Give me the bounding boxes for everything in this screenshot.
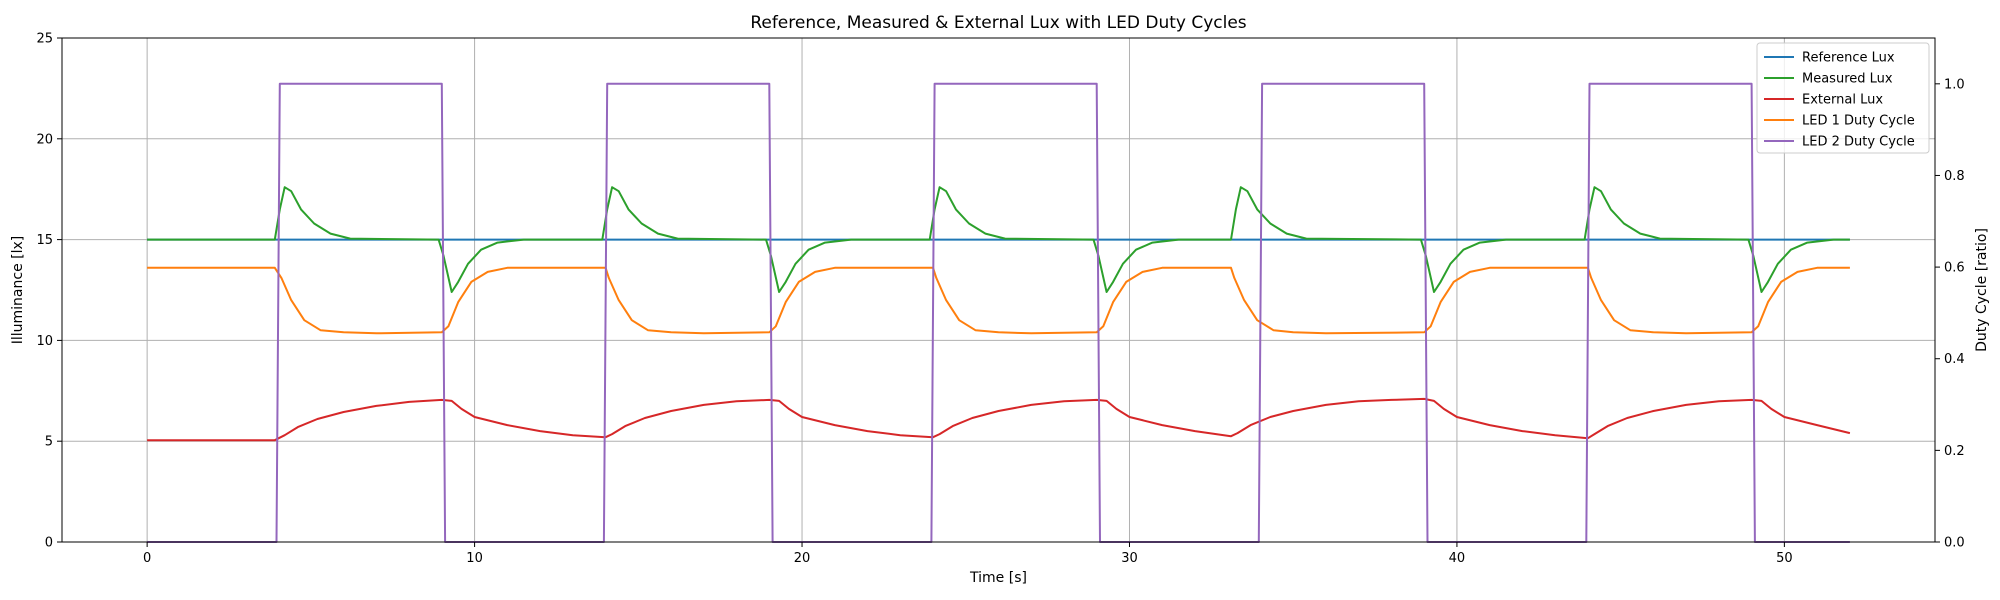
y-tick-label: 15 <box>36 233 53 248</box>
x-tick-label: 50 <box>1776 551 1793 566</box>
legend-label-measured-lux: Measured Lux <box>1802 72 1893 87</box>
x-tick-label: 30 <box>1121 551 1138 566</box>
chart-title: Reference, Measured & External Lux with … <box>750 13 1246 33</box>
y-axis-left: 0 5 10 15 20 25 <box>36 32 62 551</box>
x-tick-label: 10 <box>466 551 483 566</box>
y2-tick-label: 1.0 <box>1944 77 1965 92</box>
legend: Reference Lux Measured Lux External Lux … <box>1756 42 1930 154</box>
y2-axis-label: Duty Cycle [ratio] <box>1974 228 1990 352</box>
series-line-led-1-duty-cycle <box>147 266 1850 335</box>
x-tick-label: 0 <box>143 551 151 566</box>
legend-label-reference-lux: Reference Lux <box>1802 51 1895 66</box>
plot-frame <box>61 37 1936 543</box>
plot-series <box>147 82 1851 543</box>
legend-label-led2-duty-cycle: LED 2 Duty Cycle <box>1802 135 1915 150</box>
legend-label-led1-duty-cycle: LED 1 Duty Cycle <box>1802 114 1915 129</box>
y2-tick-label: 0.6 <box>1944 261 1965 276</box>
y-tick-label: 25 <box>36 32 53 47</box>
series-line-led-2-duty-cycle <box>147 82 1850 543</box>
y-tick-label: 5 <box>45 435 53 450</box>
x-axis: 0 10 20 30 40 50 <box>143 542 1793 566</box>
y2-tick-label: 0.2 <box>1944 444 1965 459</box>
x-tick-label: 40 <box>1449 551 1466 566</box>
y-tick-label: 20 <box>36 132 53 147</box>
x-axis-label: Time [s] <box>969 570 1027 586</box>
y-tick-label: 10 <box>36 334 53 349</box>
y2-tick-label: 0.4 <box>1944 352 1965 367</box>
x-tick-label: 20 <box>794 551 811 566</box>
series-line-external-lux <box>147 397 1851 442</box>
y2-tick-label: 0.8 <box>1944 169 1965 184</box>
y2-tick-label: 0.0 <box>1944 536 1965 551</box>
grid <box>62 37 1935 543</box>
series-line-measured-lux <box>147 186 1850 293</box>
y-tick-label: 0 <box>45 536 53 551</box>
y-axis-right: 0.0 0.2 0.4 0.6 0.8 1.0 <box>1935 77 1965 551</box>
legend-box <box>1756 42 1930 154</box>
y-axis-label: Illuminance [lx] <box>10 236 26 345</box>
legend-label-external-lux: External Lux <box>1802 93 1883 108</box>
